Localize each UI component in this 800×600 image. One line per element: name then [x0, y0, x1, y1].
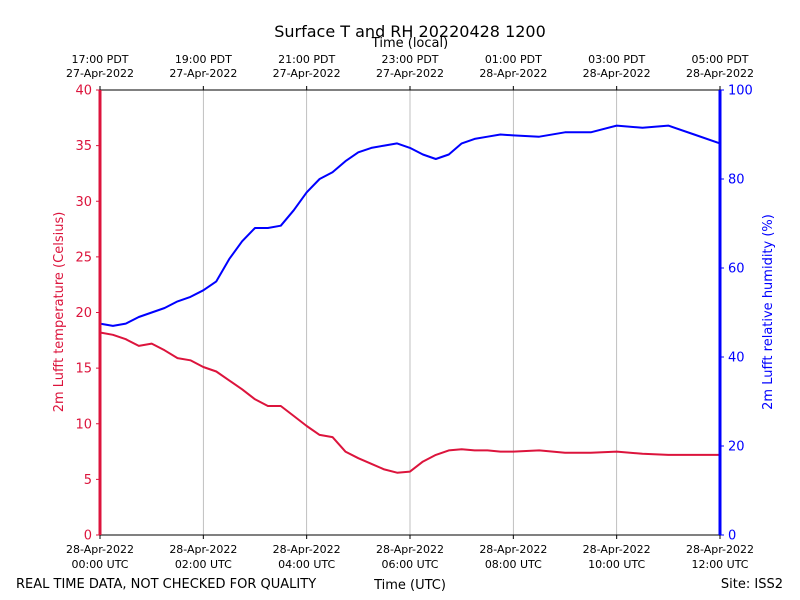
- top-tick-date-2: 27-Apr-2022: [273, 67, 341, 80]
- footer-disclaimer: REAL TIME DATA, NOT CHECKED FOR QUALITY: [16, 577, 316, 592]
- ticks-layer: 051015202530354002040608010028-Apr-20220…: [66, 53, 754, 571]
- left-tick-label-2: 10: [75, 417, 92, 432]
- series-layer: [99, 124, 721, 474]
- left-tick-label-8: 40: [75, 84, 92, 99]
- left-tick-label-3: 15: [75, 362, 92, 377]
- bottom-tick-time-4: 08:00 UTC: [485, 558, 542, 571]
- series-line-humidity: [99, 124, 721, 327]
- bottom-tick-time-5: 10:00 UTC: [588, 558, 645, 571]
- left-tick-label-5: 25: [75, 250, 92, 265]
- bottom-tick-date-1: 28-Apr-2022: [169, 543, 237, 556]
- top-axis-title: Time (local): [371, 36, 448, 51]
- bottom-tick-time-1: 02:00 UTC: [175, 558, 232, 571]
- top-tick-time-1: 19:00 PDT: [175, 53, 232, 66]
- top-tick-time-0: 17:00 PDT: [71, 53, 128, 66]
- y-axis-right-label: 2m Lufft relative humidity (%): [761, 214, 776, 410]
- x-axis-label: Time (UTC): [373, 578, 446, 593]
- bottom-tick-date-6: 28-Apr-2022: [686, 543, 754, 556]
- top-tick-date-4: 28-Apr-2022: [479, 67, 547, 80]
- bottom-tick-time-6: 12:00 UTC: [691, 558, 748, 571]
- bottom-tick-time-2: 04:00 UTC: [278, 558, 335, 571]
- right-tick-label-5: 100: [728, 84, 753, 99]
- top-tick-time-5: 03:00 PDT: [588, 53, 645, 66]
- bottom-tick-date-0: 28-Apr-2022: [66, 543, 134, 556]
- top-tick-time-4: 01:00 PDT: [485, 53, 542, 66]
- right-tick-label-3: 60: [728, 262, 745, 277]
- top-tick-time-2: 21:00 PDT: [278, 53, 335, 66]
- right-tick-label-0: 0: [728, 529, 736, 544]
- right-tick-label-2: 40: [728, 351, 745, 366]
- right-tick-label-1: 20: [728, 440, 745, 455]
- top-tick-date-3: 27-Apr-2022: [376, 67, 444, 80]
- bottom-tick-date-5: 28-Apr-2022: [583, 543, 651, 556]
- bottom-tick-date-2: 28-Apr-2022: [273, 543, 341, 556]
- bottom-tick-date-3: 28-Apr-2022: [376, 543, 444, 556]
- top-tick-date-6: 28-Apr-2022: [686, 67, 754, 80]
- left-tick-label-4: 20: [75, 306, 92, 321]
- chart-title: Surface T and RH 20220428 1200: [274, 22, 546, 41]
- top-tick-date-1: 27-Apr-2022: [169, 67, 237, 80]
- right-tick-label-4: 80: [728, 173, 745, 188]
- bottom-tick-time-3: 06:00 UTC: [381, 558, 438, 571]
- y-axis-left-label: 2m Lufft temperature (Celsius): [52, 212, 67, 413]
- vertical-gridlines: [202, 90, 618, 535]
- top-tick-date-0: 27-Apr-2022: [66, 67, 134, 80]
- bottom-tick-time-0: 00:00 UTC: [71, 558, 128, 571]
- left-tick-label-7: 35: [75, 139, 92, 154]
- bottom-tick-date-4: 28-Apr-2022: [479, 543, 547, 556]
- left-tick-label-6: 30: [75, 195, 92, 210]
- top-tick-date-5: 28-Apr-2022: [583, 67, 651, 80]
- top-tick-time-6: 05:00 PDT: [691, 53, 748, 66]
- left-tick-label-1: 5: [84, 473, 92, 488]
- left-tick-label-0: 0: [84, 529, 92, 544]
- top-tick-time-3: 23:00 PDT: [381, 53, 438, 66]
- footer-site: Site: ISS2: [721, 577, 783, 592]
- series-line-temperature: [99, 331, 720, 474]
